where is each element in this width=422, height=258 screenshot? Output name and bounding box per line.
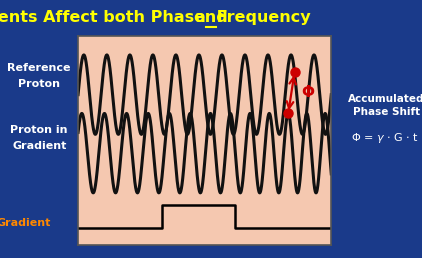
Text: Φ: Φ — [301, 85, 314, 100]
Text: Gradients Affect both Phase: Gradients Affect both Phase — [0, 10, 211, 25]
Text: Frequency: Frequency — [211, 10, 311, 25]
Text: and: and — [194, 10, 228, 25]
Text: Gradient: Gradient — [0, 218, 51, 228]
Text: Proton: Proton — [18, 79, 60, 89]
Text: $\Phi$ = $\gamma$ $\cdot$ G $\cdot$ t: $\Phi$ = $\gamma$ $\cdot$ G $\cdot$ t — [351, 131, 419, 145]
Text: Phase Shift: Phase Shift — [352, 107, 420, 117]
Text: Accumulated: Accumulated — [348, 94, 422, 104]
Text: Reference: Reference — [8, 63, 71, 73]
Text: Gradient: Gradient — [12, 141, 66, 151]
Text: Proton in: Proton in — [11, 125, 68, 135]
